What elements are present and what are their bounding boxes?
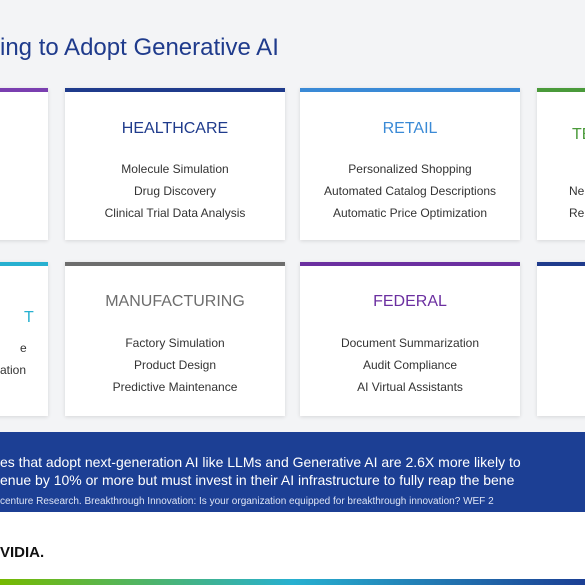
- card-item: Automatic Price Optimization: [332, 206, 488, 220]
- card-item: Drug Discovery: [133, 184, 217, 198]
- source: centure Research. Breakthrough Innovatio…: [0, 496, 494, 507]
- card: [0, 88, 48, 240]
- card-item: ation: [0, 363, 27, 377]
- card-item: Clinical Trial Data Analysis: [104, 206, 246, 220]
- card-item: Factory Simulation: [125, 336, 225, 350]
- card-item: Molecule Simulation: [121, 162, 229, 176]
- banner: es that adopt next-generation AI like LL…: [0, 432, 585, 512]
- card: [0, 262, 48, 416]
- card-item: Ne: [569, 184, 585, 198]
- card: [537, 88, 585, 240]
- logo: VIDIA.: [0, 544, 45, 561]
- card-heading: RETAIL: [382, 120, 438, 137]
- banner-line: enue by 10% or more but must invest in t…: [0, 472, 515, 488]
- card: [65, 262, 285, 416]
- card-item: Personalized Shopping: [348, 162, 472, 176]
- stripe: [0, 579, 585, 585]
- card-item: e: [20, 341, 27, 355]
- card-item: AI Virtual Assistants: [357, 380, 463, 394]
- card-item: Re: [569, 206, 585, 220]
- card-item: Product Design: [133, 358, 217, 372]
- card-heading: T: [24, 309, 34, 326]
- card: [300, 262, 520, 416]
- card-item: Automated Catalog Descriptions: [323, 184, 497, 198]
- card-heading: MANUFACTURING: [105, 293, 245, 310]
- card-heading: HEALTHCARE: [121, 120, 229, 137]
- card: [300, 88, 520, 240]
- card-item: Audit Compliance: [362, 358, 458, 372]
- title: ing to Adopt Generative AI: [0, 34, 279, 61]
- card: [65, 88, 285, 240]
- card-heading: FEDERAL: [373, 293, 447, 310]
- banner-line: es that adopt next-generation AI like LL…: [0, 454, 521, 470]
- card-item: Predictive Maintenance: [112, 380, 238, 394]
- card-heading: TE: [572, 126, 585, 143]
- card: [537, 262, 585, 416]
- card-item: Document Summarization: [340, 336, 480, 350]
- footer: VIDIA.: [0, 512, 585, 585]
